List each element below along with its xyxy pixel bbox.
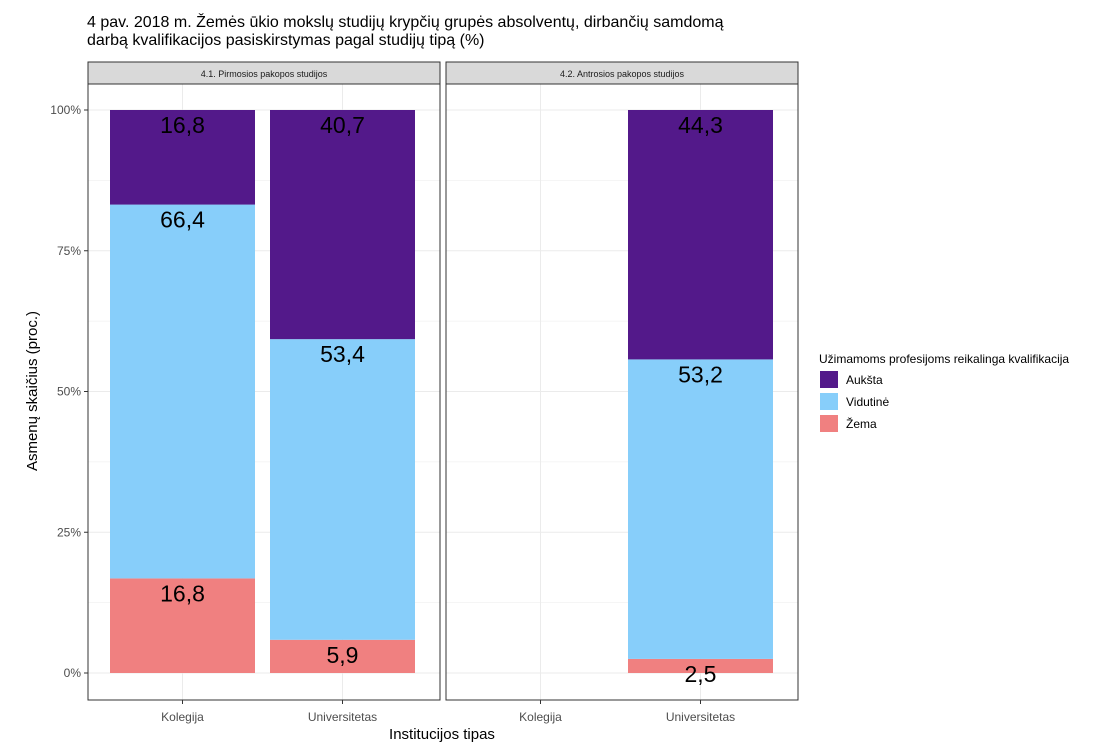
legend-swatch (820, 393, 838, 410)
data-label: 16,8 (160, 112, 205, 138)
legend-swatch (820, 371, 838, 388)
bar-segment-vidutinė (270, 339, 415, 640)
panel-strip-label: 4.1. Pirmosios pakopos studijos (201, 69, 328, 79)
data-label: 53,4 (320, 341, 365, 367)
panel-1: 4.1. Pirmosios pakopos studijos 16,8 66,4 1… (87, 61, 441, 724)
legend-title: Užimamoms profesijoms reikalinga kvalifi… (819, 352, 1069, 366)
bar-segment-žema (628, 658, 773, 673)
bar-segment-žema (270, 639, 415, 673)
legend: Užimamoms profesijoms reikalinga kvalifi… (819, 352, 1069, 432)
bar-segment-žema (110, 578, 255, 673)
panel-2: 4.2. Antrosios pakopos studijos Kolegija 2… (445, 61, 799, 724)
bar-segment-aukšta (270, 110, 415, 340)
x-tick-label: Universitetas (666, 710, 735, 724)
data-label: 44,3 (678, 112, 723, 138)
legend-swatch (820, 415, 838, 432)
y-tick-label: 100% (50, 103, 81, 117)
legend-label: Aukšta (846, 373, 883, 387)
panel-strip-label: 4.2. Antrosios pakopos studijos (560, 69, 685, 79)
data-label: 5,9 (327, 642, 359, 668)
y-tick-label: 0% (64, 666, 82, 680)
data-label: 40,7 (320, 112, 365, 138)
panels: 4.1. Pirmosios pakopos studijos 16,8 66,4 1… (50, 61, 799, 724)
x-tick-label: Kolegija (519, 710, 562, 724)
bar-segment-aukšta (628, 110, 773, 360)
y-tick-label: 50% (57, 385, 81, 399)
data-label: 16,8 (160, 580, 205, 606)
bar-segment-vidutinė (628, 359, 773, 659)
x-tick-label: Kolegija (161, 710, 204, 724)
y-axis-title: Asmenų skaičius (proc.) (24, 311, 41, 471)
chart-title-line-1: 4 pav. 2018 m. Žemės ūkio mokslų studijų… (87, 12, 724, 31)
legend-label: Žema (846, 416, 877, 431)
data-label: 2,5 (685, 661, 717, 687)
y-axis: 0% 25% 50% 75% 100% (50, 103, 88, 680)
bar-segment-aukšta (110, 110, 255, 205)
panel-border (445, 83, 799, 701)
legend-label: Vidutinė (846, 395, 889, 409)
y-tick-label: 75% (57, 244, 81, 258)
bar-segment-vidutinė (110, 204, 255, 579)
y-tick-label: 25% (57, 525, 81, 539)
data-label: 53,2 (678, 361, 723, 387)
x-axis-title: Institucijos tipas (389, 726, 495, 743)
chart-title-line-2: darbą kvalifikacijos pasiskirstymas paga… (87, 32, 485, 49)
chart-title: 4 pav. 2018 m. Žemės ūkio mokslų studijų… (87, 12, 728, 49)
data-label: 66,4 (160, 207, 205, 233)
x-tick-label: Universitetas (308, 710, 377, 724)
